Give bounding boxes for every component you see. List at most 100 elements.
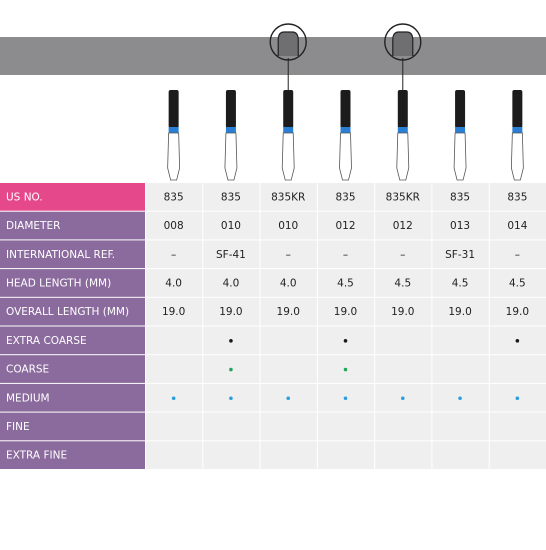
row-label: INTERNATIONAL REF. [6,249,115,261]
cell-bg [203,297,260,326]
cell-value: 19.0 [277,306,300,318]
row-label-bg [0,240,145,269]
cell-bg [317,183,375,211]
cell-value: 19.0 [448,306,471,318]
row-label: MEDIUM [6,392,50,404]
bur-band [225,127,236,133]
bur-shank [225,90,236,128]
bur-band [168,127,179,133]
bur-band [455,127,466,133]
collar-ring [269,23,307,61]
row-label: FINE [6,421,30,433]
cell-bg [432,297,489,326]
cell-bg [489,183,546,211]
row-label-bg [0,297,145,326]
cell-bg [203,441,260,469]
cell-value: 4.5 [452,277,469,289]
cell-value: 013 [450,220,470,232]
cell-bg [317,211,375,240]
cell-bg [489,412,546,441]
row-label: DIAMETER [6,220,60,232]
cell-value: 19.0 [219,306,242,318]
cell-value: 012 [335,220,355,232]
cell-bg [432,211,489,240]
cell-value: 19.0 [506,306,529,318]
cell-bg [203,240,260,269]
cell-value: 010 [221,220,241,232]
cell-bg [432,412,489,441]
grit-dot [229,339,233,343]
row-label: EXTRA FINE [6,450,67,462]
cell-bg [203,269,260,297]
cell-bg [375,355,432,383]
cell-bg [260,412,317,441]
cell-bg [146,441,203,469]
cell-bg [260,326,317,355]
cell-value: 835 [164,191,184,203]
cell-value: 19.0 [334,306,357,318]
row-label-bg [0,383,145,412]
cell-bg [203,183,260,211]
cell-value: 835 [335,191,355,203]
cell-value: 835 [450,191,470,203]
bur-head [281,132,295,181]
cell-bg [375,441,432,469]
cell-value: SF-31 [445,249,475,261]
collar-head [392,31,414,56]
cell-value: SF-41 [216,249,246,261]
row-label-bg [0,441,145,469]
cell-bg [146,326,203,355]
row-label-bg [0,412,145,441]
collar-head [277,31,299,56]
cell-bg [375,412,432,441]
row-label-bg [0,211,145,240]
cell-value: 835 [221,191,241,203]
bur-shank [512,90,523,128]
cell-value: – [286,249,291,261]
cell-bg [317,269,375,297]
cell-bg [260,211,317,240]
cell-value: 835KR [271,191,305,203]
bur-band [512,127,523,133]
bur-head [339,132,352,181]
row-label: COARSE [6,364,49,376]
grit-dot [458,396,462,401]
bur-head [167,132,181,181]
cell-bg [317,240,375,269]
cell-value: 014 [507,220,527,232]
bur-band [397,127,408,133]
cell-bg [317,297,375,326]
cell-value: 4.0 [280,277,297,289]
cell-value: 4.0 [165,277,182,289]
cell-value: 4.5 [394,277,411,289]
cell-bg [146,211,203,240]
cell-value: – [171,249,176,261]
cell-bg [375,211,432,240]
cell-bg [146,269,203,297]
cell-value: 19.0 [162,306,185,318]
cell-bg [260,269,317,297]
cell-value: 4.5 [509,277,526,289]
row-label: EXTRA COARSE [6,335,87,347]
bur-band [283,127,294,133]
row-label-bg [0,355,145,383]
grit-dot [343,396,348,401]
cell-bg [146,183,203,211]
cell-bg [375,326,432,355]
grit-dot [171,396,176,401]
grit-dot [343,367,348,372]
cell-bg [260,355,317,383]
collar-ring [384,23,422,61]
cell-value: 008 [164,220,184,232]
bur-shank [397,90,408,128]
bur-shank [340,90,351,128]
bur-band [340,127,351,133]
cell-value: 4.0 [223,277,240,289]
cell-value: 835KR [386,191,420,203]
cell-bg [260,441,317,469]
bur-shank [455,90,466,128]
cell-bg [260,183,317,211]
cell-value: 19.0 [391,306,414,318]
cell-bg [146,297,203,326]
